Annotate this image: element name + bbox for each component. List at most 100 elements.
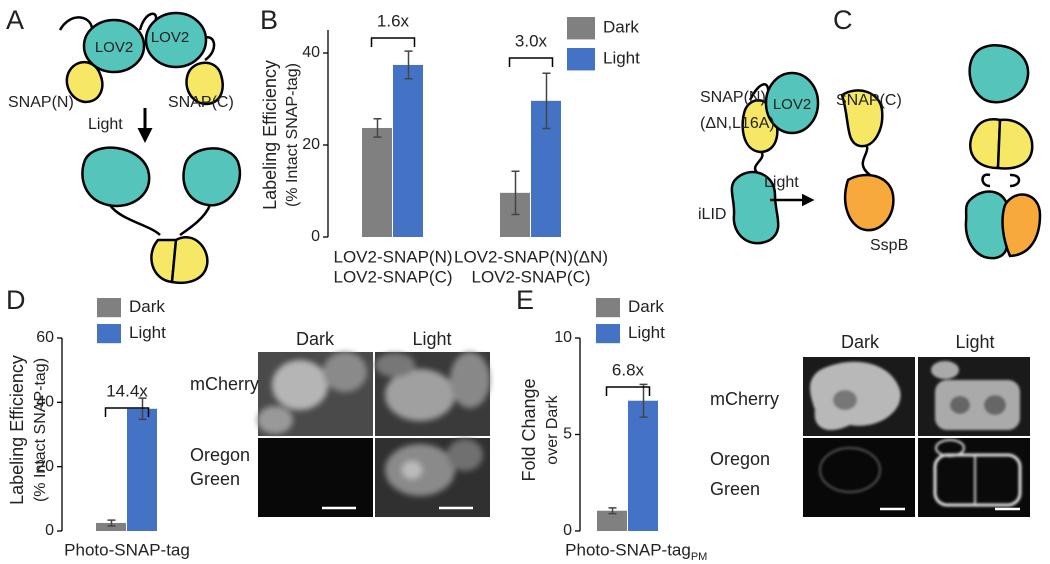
y-tick-label: 40 xyxy=(36,394,54,411)
bar xyxy=(127,408,157,531)
panel-label: E xyxy=(516,285,534,315)
annotation: 3.0x xyxy=(515,31,548,50)
stimulus-label: Light xyxy=(764,174,799,191)
legend-swatch xyxy=(596,324,620,344)
domain-label: LOV2 xyxy=(95,39,133,56)
x-tick-label: Photo-SNAP-tag xyxy=(64,540,190,559)
panel-label: C xyxy=(833,5,853,35)
y-tick-label: 0 xyxy=(563,522,572,539)
bar xyxy=(597,510,627,531)
bracket xyxy=(508,57,554,67)
lov2 xyxy=(182,147,241,207)
snap-c xyxy=(996,118,1034,170)
domain-label: SNAP(C) xyxy=(836,92,902,109)
lov2 xyxy=(764,71,820,135)
row-label: mCherry xyxy=(710,389,779,409)
y-tick-label: 20 xyxy=(36,458,54,475)
domain-label: iLID xyxy=(698,206,726,223)
bracket xyxy=(605,386,651,396)
legend-label: Light xyxy=(129,323,166,342)
legend-label: Light xyxy=(603,49,640,68)
domain-label: LOV2 xyxy=(773,96,811,113)
domain-label: LOV2 xyxy=(151,29,189,46)
x-tick-subscript: PM xyxy=(691,551,708,563)
y-axis-label: over Dark xyxy=(544,394,561,464)
y-tick-label: 5 xyxy=(563,426,572,443)
error-bar xyxy=(107,519,116,527)
snap-n xyxy=(969,118,1002,170)
error-bar xyxy=(138,397,147,421)
ilid xyxy=(964,190,1010,260)
y-tick-label: 10 xyxy=(554,329,572,346)
error-bar xyxy=(511,170,520,216)
y-axis-label: (% Intact SNAP-tag) xyxy=(32,358,49,502)
row-label: Green xyxy=(710,479,760,499)
y-tick-label: 0 xyxy=(311,228,320,245)
annotation: 1.6x xyxy=(377,11,410,30)
x-tick-label: Photo-SNAP-tag xyxy=(565,540,691,559)
legend-swatch xyxy=(97,298,121,318)
bar xyxy=(362,127,392,237)
snap-c xyxy=(170,236,209,284)
x-tick-label: LOV2-SNAP(N) xyxy=(333,247,452,266)
lov2 xyxy=(81,146,151,208)
domain-label: (ΔN,L16A) xyxy=(700,115,775,132)
annotation: 14.4x xyxy=(106,381,148,400)
domain-label: SNAP(N) xyxy=(8,94,74,111)
bar xyxy=(393,64,423,238)
lov2 xyxy=(968,44,1030,104)
error-bar xyxy=(373,118,382,138)
legend-swatch xyxy=(567,17,595,40)
column-label: Dark xyxy=(296,329,335,349)
row-label: Oregon xyxy=(190,445,250,465)
ilid xyxy=(730,170,780,245)
sspb xyxy=(1001,193,1042,258)
domain-label: SspB xyxy=(870,237,908,254)
column-label: Light xyxy=(955,332,994,352)
x-tick-label: LOV2-SNAP(N)(ΔN) xyxy=(454,247,608,266)
y-axis-label: Labeling Efficiency xyxy=(7,355,27,505)
error-bar xyxy=(608,507,617,515)
x-tick-label: LOV2-SNAP(C) xyxy=(333,267,452,286)
legend-label: Dark xyxy=(628,297,664,316)
error-bar xyxy=(542,72,551,130)
y-tick-label: 20 xyxy=(302,136,320,153)
panel-label: D xyxy=(6,285,26,315)
bracket xyxy=(370,37,416,47)
lov2 xyxy=(144,11,208,69)
sspb xyxy=(843,173,895,232)
image xyxy=(258,438,373,517)
domain-label: SNAP(N) xyxy=(700,89,766,106)
legend-label: Dark xyxy=(129,297,165,316)
bar xyxy=(96,522,126,531)
legend-swatch xyxy=(567,48,595,71)
linker xyxy=(981,173,1021,188)
column-label: Dark xyxy=(841,332,880,352)
snap-c xyxy=(840,89,884,148)
error-bar xyxy=(639,383,648,418)
x-tick-label: LOV2-SNAP(C) xyxy=(471,267,590,286)
column-label: Light xyxy=(412,329,451,349)
snap-n xyxy=(65,61,104,104)
y-axis-label: Labeling Efficiency xyxy=(260,60,280,210)
diagram-c: SNAP(N) (ΔN,L16A) LOV2 SNAP(C) iLID SspB… xyxy=(698,44,1042,260)
snap-c xyxy=(185,61,224,106)
legend-swatch xyxy=(97,324,121,344)
domain-label: SNAP(C) xyxy=(168,94,234,111)
panel-label: A xyxy=(6,5,24,35)
row-label: Oregon xyxy=(710,449,770,469)
micrographs-e xyxy=(803,357,1030,517)
legend-label: Light xyxy=(628,323,665,342)
bracket xyxy=(104,407,150,417)
row-label: Green xyxy=(190,469,240,489)
error-bar xyxy=(404,50,413,80)
stimulus-label: Light xyxy=(88,116,123,133)
diagram-a: LOV2 LOV2 SNAP(N) SNAP(C) Light xyxy=(8,11,241,284)
bar xyxy=(628,400,658,531)
y-tick-label: 60 xyxy=(36,329,54,346)
micrographs-d xyxy=(257,352,490,517)
legend-label: Dark xyxy=(603,18,639,37)
y-tick-label: 0 xyxy=(45,522,54,539)
row-label: mCherry xyxy=(190,374,259,394)
